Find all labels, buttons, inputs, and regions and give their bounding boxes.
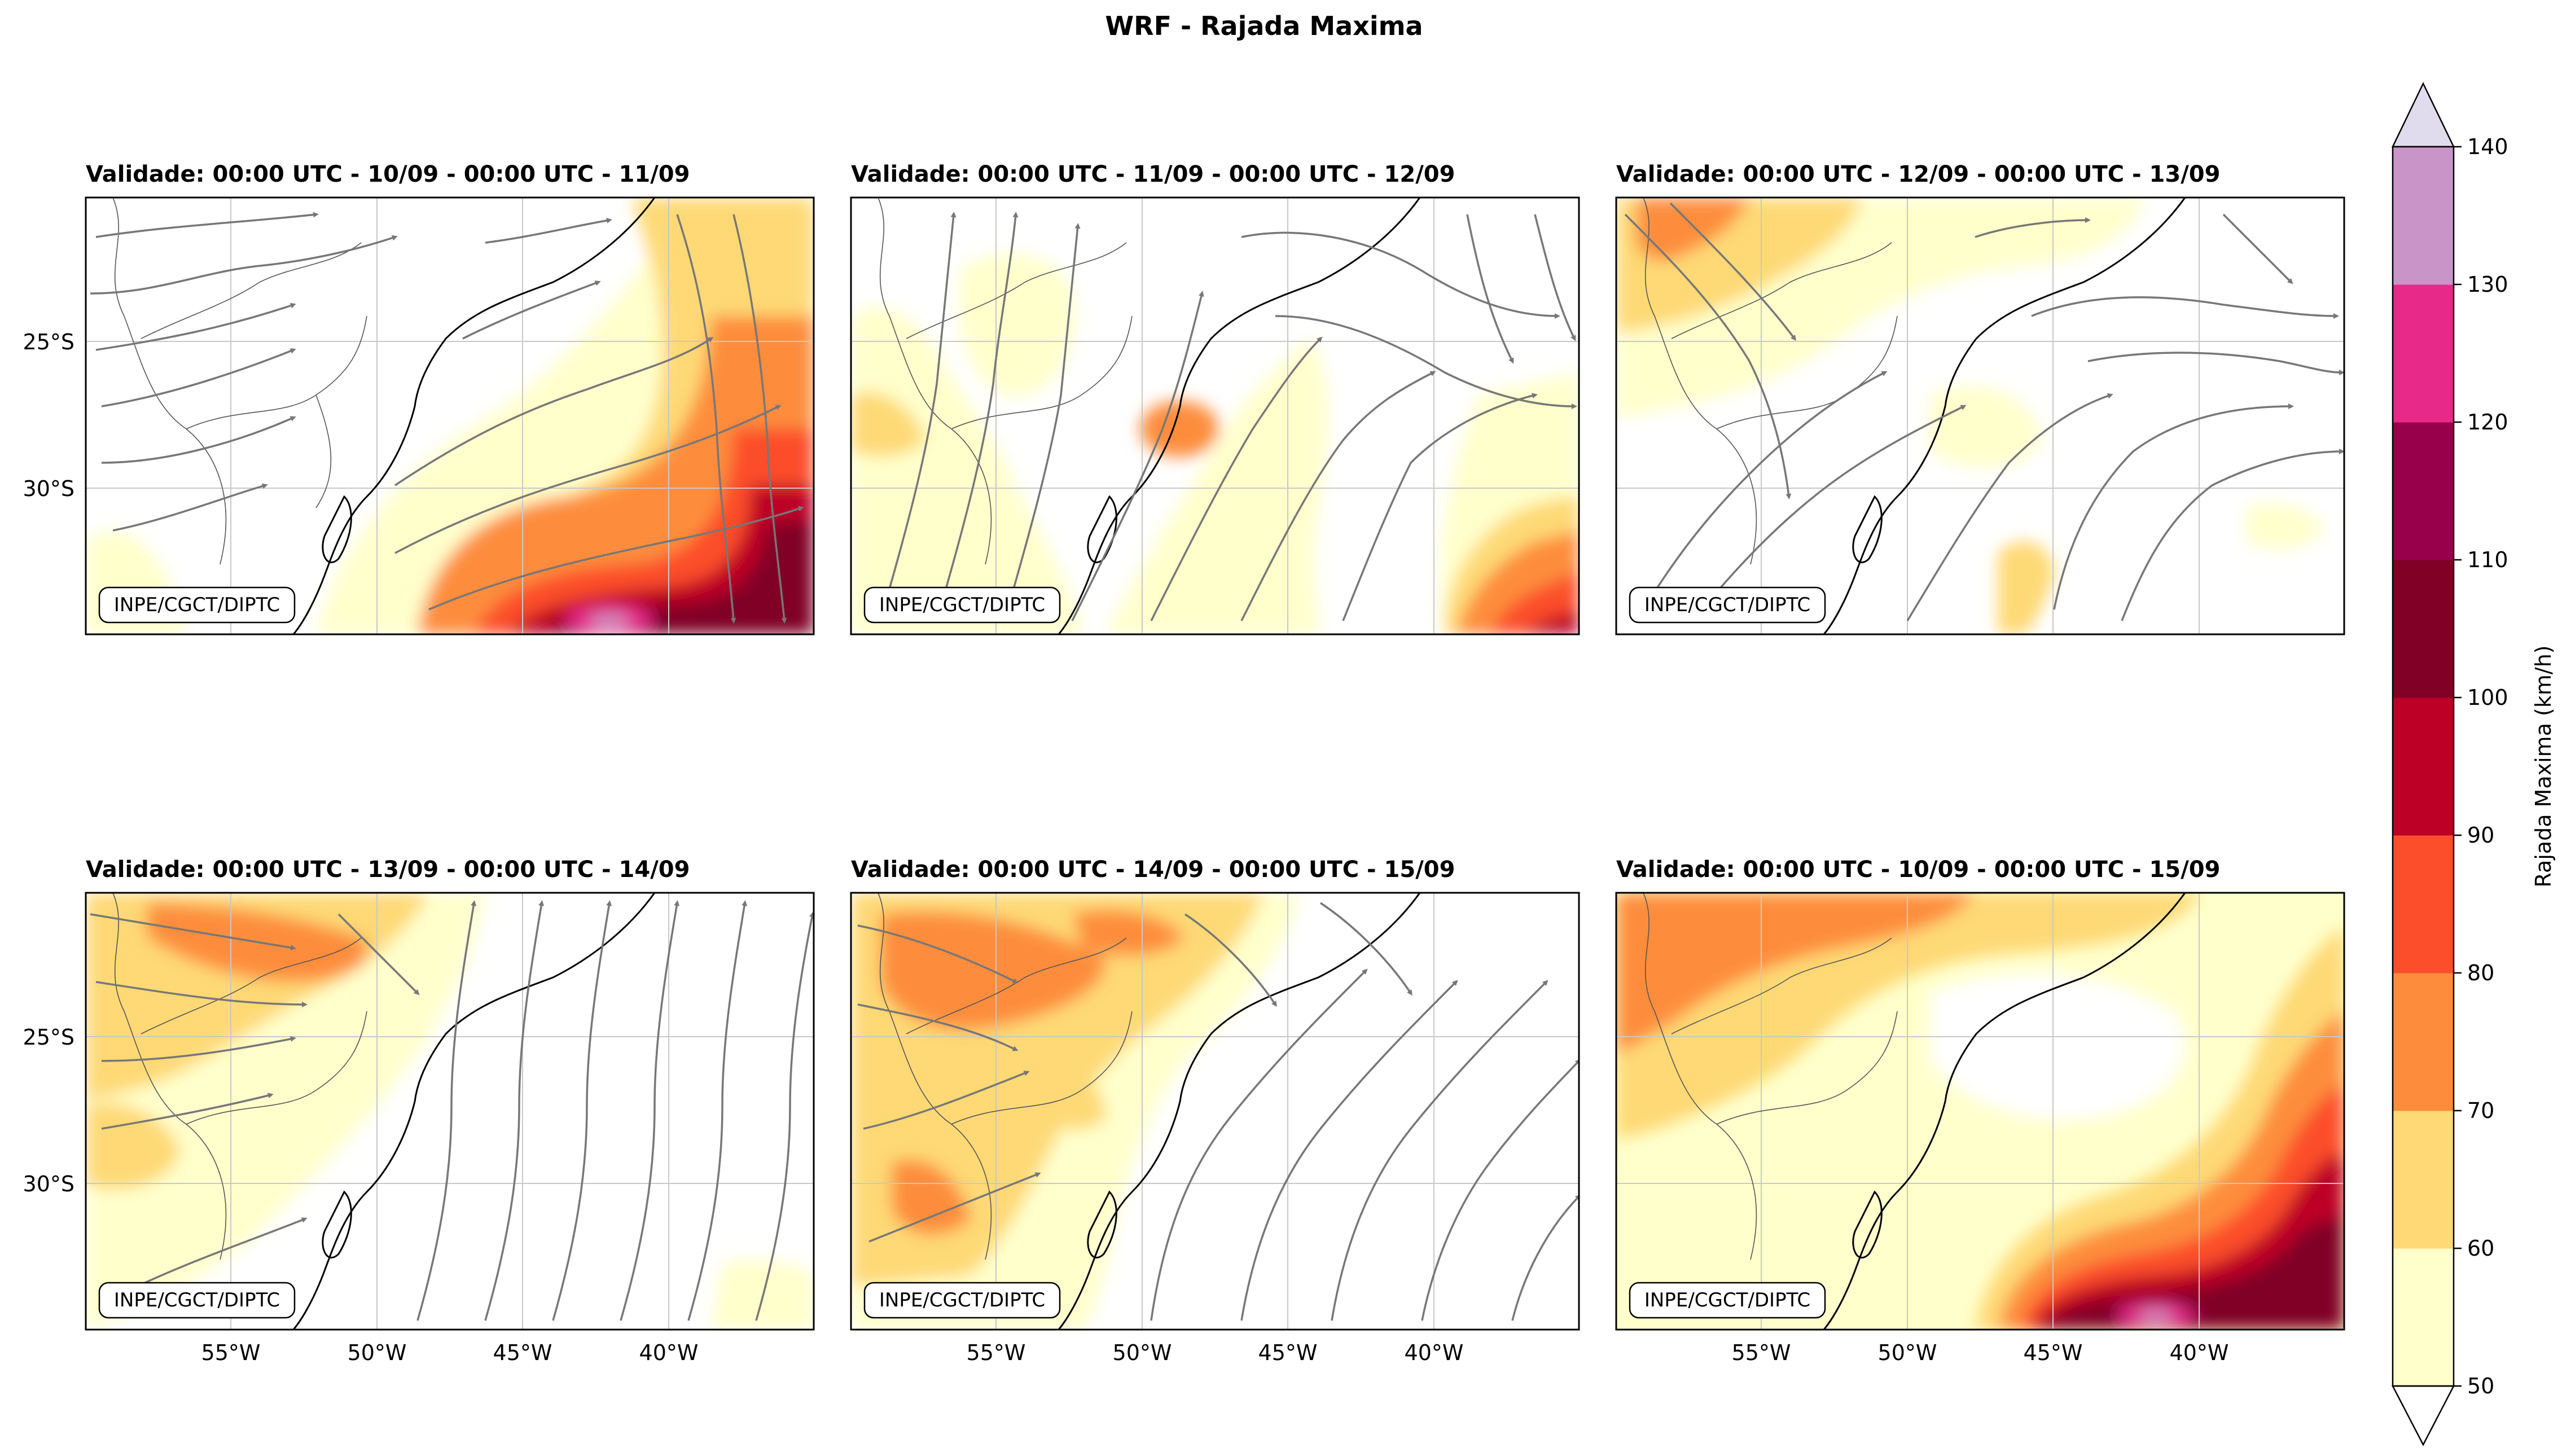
credit-box: INPE/CGCT/DIPTC (863, 1282, 1061, 1319)
lon-tick-labels: 55°W 50°W 45°W 40°W (1732, 1340, 2229, 1365)
credit-box: INPE/CGCT/DIPTC (98, 586, 296, 624)
colorbar-extend-under (2391, 1385, 2455, 1446)
colorbar-segment (2393, 1111, 2454, 1249)
panel-title: Validade: 00:00 UTC - 11/09 - 00:00 UTC … (851, 161, 1455, 187)
gust-contours (851, 893, 1298, 1330)
borders (878, 893, 1133, 1260)
svg-text:45°W: 45°W (2024, 1340, 2083, 1365)
coastline (292, 893, 656, 1330)
coastline (1823, 893, 2186, 1330)
borders (1643, 893, 1898, 1260)
colorbar-segment (2393, 560, 2454, 698)
panel-1: Validade: 00:00 UTC - 10/09 - 00:00 UTC … (23, 161, 815, 635)
colorbar-extend-over (2392, 82, 2455, 148)
panel-4: Validade: 00:00 UTC - 13/09 - 00:00 UTC … (23, 857, 815, 1365)
coastline (1058, 893, 1421, 1330)
wind-streamlines (857, 902, 1579, 1321)
svg-text:55°W: 55°W (967, 1340, 1026, 1365)
svg-text:45°W: 45°W (493, 1340, 552, 1365)
panel-title: Validade: 00:00 UTC - 12/09 - 00:00 UTC … (1616, 161, 2220, 187)
colorbar-segments (2393, 147, 2454, 1387)
svg-text:25°S: 25°S (23, 1025, 74, 1050)
colorbar-tick-label: 60 (2467, 1236, 2494, 1261)
svg-text:INPE/CGCT/DIPTC: INPE/CGCT/DIPTC (114, 1289, 280, 1312)
gust-contours (86, 198, 814, 634)
svg-text:40°W: 40°W (639, 1340, 699, 1365)
wind-streamlines (1624, 202, 2344, 622)
colorbar-tick-label: 110 (2467, 547, 2508, 572)
svg-text:INPE/CGCT/DIPTC: INPE/CGCT/DIPTC (879, 594, 1045, 616)
svg-text:INPE/CGCT/DIPTC: INPE/CGCT/DIPTC (879, 1289, 1045, 1312)
figure-title: WRF - Rajada Maxima (1105, 11, 1423, 41)
svg-text:40°W: 40°W (1405, 1340, 1464, 1365)
panel-2: Validade: 00:00 UTC - 11/09 - 00:00 UTC … (850, 161, 1580, 635)
panel-3: Validade: 00:00 UTC - 12/09 - 00:00 UTC … (1615, 161, 2345, 635)
panel-title: Validade: 00:00 UTC - 13/09 - 00:00 UTC … (86, 857, 690, 883)
svg-text:55°W: 55°W (1732, 1340, 1791, 1365)
borders (112, 893, 367, 1260)
panel-title: Validade: 00:00 UTC - 10/09 - 00:00 UTC … (1616, 857, 2220, 883)
svg-text:45°W: 45°W (1258, 1340, 1318, 1365)
colorbar-tick-label: 90 (2467, 823, 2494, 848)
colorbar-segment (2393, 284, 2454, 423)
colorbar: 50 60 70 80 90 100 110 120 130 140 Rajada Maxima … (2391, 82, 2556, 1446)
colorbar-tick-label: 120 (2467, 410, 2508, 435)
gust-contours (86, 893, 814, 1330)
credit-box: INPE/CGCT/DIPTC (863, 586, 1061, 624)
colorbar-segment (2393, 698, 2454, 836)
panel-6: Validade: 00:00 UTC - 10/09 - 00:00 UTC … (1615, 857, 2345, 1365)
colorbar-segment (2393, 422, 2454, 560)
lagoon (1852, 1190, 1883, 1258)
wind-streamlines (90, 212, 804, 624)
borders (112, 198, 367, 565)
coastline (292, 198, 656, 634)
colorbar-segment (2393, 973, 2454, 1111)
colorbar-segment (2393, 147, 2454, 285)
lat-tick-labels: 25°S 30°S (23, 330, 74, 501)
lagoon (1852, 495, 1883, 563)
svg-text:30°S: 30°S (23, 476, 74, 501)
svg-text:30°S: 30°S (23, 1172, 74, 1196)
credit-box: INPE/CGCT/DIPTC (98, 1282, 296, 1319)
colorbar-tick-label: 70 (2467, 1098, 2494, 1123)
lat-tick-labels: 25°S 30°S (23, 1025, 74, 1196)
coastline (1823, 198, 2186, 634)
colorbar-tick-label: 50 (2467, 1374, 2494, 1398)
colorbar-segment (2393, 835, 2454, 973)
lon-tick-labels: 55°W 50°W 45°W 40°W (201, 1340, 699, 1365)
colorbar-tick-label: 80 (2467, 961, 2494, 985)
credit-box: INPE/CGCT/DIPTC (1629, 586, 1826, 624)
lagoon (322, 495, 352, 563)
wind-streamlines (879, 212, 1577, 621)
lagoon (322, 1190, 352, 1258)
lon-tick-labels: 55°W 50°W 45°W 40°W (967, 1340, 1464, 1365)
coastline (1058, 198, 1421, 634)
borders (878, 198, 1133, 565)
panel-title: Validade: 00:00 UTC - 10/09 - 00:00 UTC … (86, 161, 690, 187)
colorbar-tick-label: 140 (2467, 134, 2508, 159)
colorbar-label: Rajada Maxima (km/h) (2531, 645, 2556, 887)
svg-text:55°W: 55°W (201, 1340, 261, 1365)
svg-text:50°W: 50°W (1878, 1340, 1937, 1365)
colorbar-tick-label: 100 (2467, 685, 2508, 710)
colorbar-segment (2393, 1248, 2454, 1387)
svg-text:INPE/CGCT/DIPTC: INPE/CGCT/DIPTC (114, 594, 280, 616)
svg-text:50°W: 50°W (348, 1340, 407, 1365)
svg-text:40°W: 40°W (2170, 1340, 2229, 1365)
svg-text:INPE/CGCT/DIPTC: INPE/CGCT/DIPTC (1644, 1289, 1810, 1312)
colorbar-tick-label: 130 (2467, 272, 2508, 297)
gust-contours (1616, 893, 2344, 1330)
credit-box: INPE/CGCT/DIPTC (1629, 1282, 1826, 1319)
svg-text:25°S: 25°S (23, 330, 74, 354)
colorbar-ticks: 50 60 70 80 90 100 110 120 130 140 (2454, 134, 2508, 1398)
lagoon (1087, 1190, 1117, 1258)
panel-5: Validade: 00:00 UTC - 14/09 - 00:00 UTC … (850, 857, 1580, 1365)
panel-title: Validade: 00:00 UTC - 14/09 - 00:00 UTC … (851, 857, 1455, 883)
svg-text:INPE/CGCT/DIPTC: INPE/CGCT/DIPTC (1644, 594, 1810, 616)
svg-text:50°W: 50°W (1113, 1340, 1172, 1365)
gust-contours (1616, 198, 2325, 634)
